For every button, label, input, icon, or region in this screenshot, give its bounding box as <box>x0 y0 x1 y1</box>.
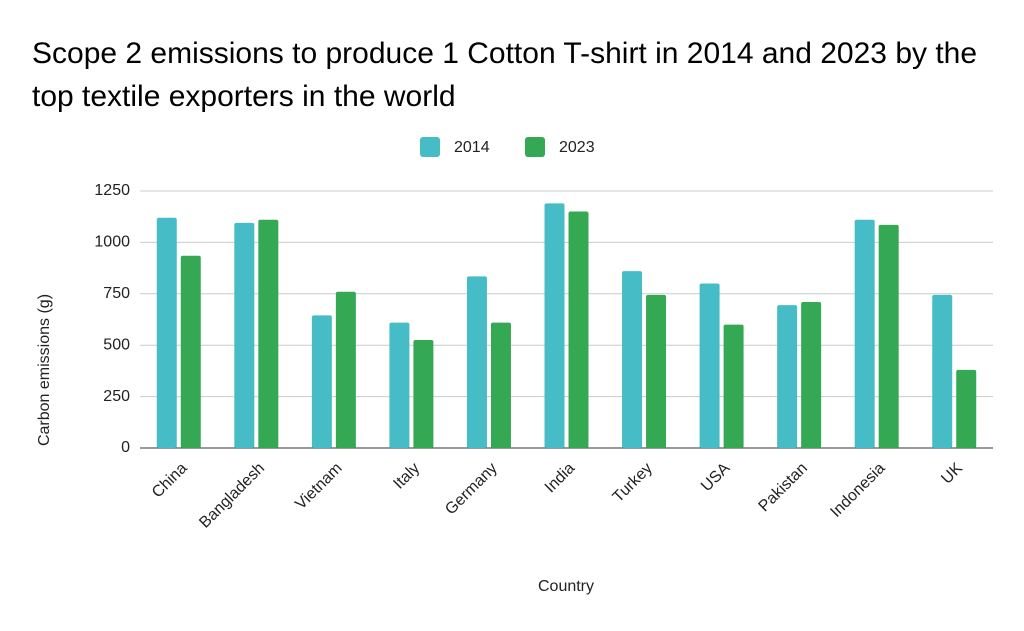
bar <box>956 369 977 448</box>
y-tick-label: 750 <box>103 285 130 302</box>
x-tick-label: Turkey <box>610 460 656 506</box>
bar <box>258 219 279 448</box>
x-axis-label: Country <box>538 578 594 595</box>
bar <box>646 294 667 448</box>
legend-label: 2014 <box>454 139 490 156</box>
bar <box>413 340 434 448</box>
legend-swatch <box>420 137 440 157</box>
bar <box>854 219 875 448</box>
y-tick-label: 1250 <box>94 182 130 199</box>
bar <box>389 322 410 448</box>
y-tick-label: 1000 <box>94 234 130 251</box>
legend-label: 2023 <box>559 139 595 156</box>
bar <box>723 324 744 448</box>
bar <box>622 271 643 448</box>
x-tick-label: China <box>149 460 191 502</box>
y-tick-label: 500 <box>103 336 130 353</box>
legend-swatch <box>525 137 545 157</box>
bar <box>568 211 589 448</box>
x-tick-label: Germany <box>442 460 501 519</box>
x-tick-label: India <box>542 460 579 497</box>
x-tick-label: Vietnam <box>292 460 345 513</box>
x-tick-label: UK <box>938 460 966 488</box>
bar <box>490 322 511 448</box>
x-tick-label: USA <box>698 460 734 496</box>
bar <box>544 203 565 448</box>
bar <box>466 276 487 448</box>
bar <box>156 217 177 448</box>
bar <box>878 224 899 448</box>
bar <box>801 302 822 448</box>
bar <box>335 291 356 448</box>
y-tick-label: 0 <box>121 439 130 456</box>
y-tick-label: 250 <box>103 388 130 405</box>
y-axis-label: Carbon emissions (g) <box>36 294 53 446</box>
bar <box>311 315 332 448</box>
bar <box>932 294 953 448</box>
bar <box>234 222 255 448</box>
chart-title: Scope 2 emissions to produce 1 Cotton T-… <box>32 37 978 113</box>
bar <box>180 255 201 448</box>
bar <box>777 305 798 448</box>
bar <box>699 283 720 448</box>
x-tick-label: Pakistan <box>756 460 811 515</box>
x-tick-label: Italy <box>390 460 423 493</box>
x-tick-label: Indonesia <box>827 460 888 521</box>
x-tick-label: Bangladesh <box>196 460 268 532</box>
